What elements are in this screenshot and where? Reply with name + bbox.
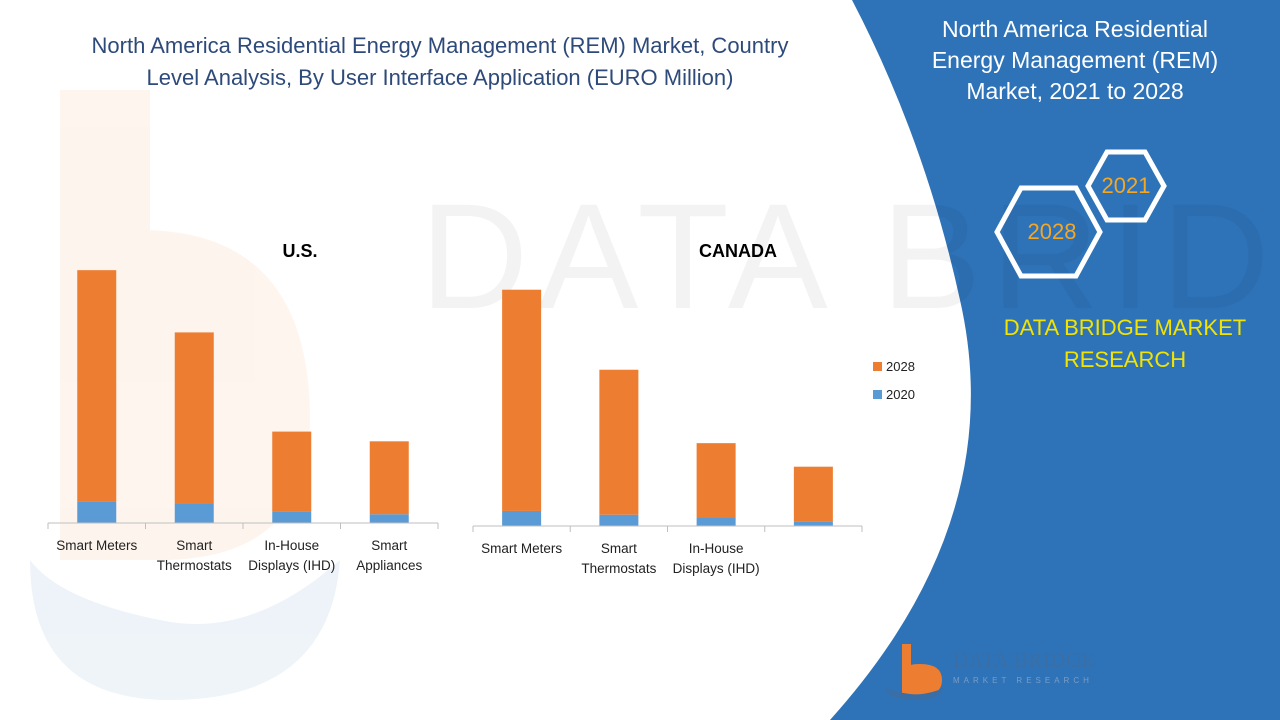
tick-label-0-2-1: Displays (IHD) xyxy=(248,558,335,573)
tick-label-1-2-1: Displays (IHD) xyxy=(673,561,760,576)
charts: U.S. Smart Meters Smart Thermostats In-House… xyxy=(0,0,1280,720)
tick-label-1-0-0: Smart Meters xyxy=(481,541,562,556)
bar-2020-0-1 xyxy=(175,504,214,523)
legend: 2028 2020 xyxy=(873,359,915,402)
bar-2020-1-1 xyxy=(599,515,638,526)
tick-label-1-2-0: In-House xyxy=(689,541,744,556)
bar-2020-1-0 xyxy=(502,511,541,526)
bar-2028-0-3 xyxy=(370,441,409,514)
bar-2020-1-3 xyxy=(794,521,833,526)
bar-2020-0-3 xyxy=(370,514,409,523)
bar-2020-0-0 xyxy=(77,502,116,523)
bar-2028-0-1 xyxy=(175,332,214,503)
tick-label-0-1-1: Thermostats xyxy=(157,558,232,573)
bar-2028-0-0 xyxy=(77,270,116,501)
chart-1: CANADA Smart Meters Smart Thermostats In-Hou… xyxy=(473,241,862,576)
bar-2028-1-3 xyxy=(794,467,833,522)
chart-title-0: U.S. xyxy=(282,241,317,261)
tick-label-0-1-0: Smart xyxy=(176,538,212,553)
tick-label-0-3-0: Smart xyxy=(371,538,407,553)
tick-label-0-2-0: In-House xyxy=(264,538,319,553)
legend-swatch-2028 xyxy=(873,362,882,371)
bar-2028-1-2 xyxy=(697,443,736,517)
chart-0: U.S. Smart Meters Smart Thermostats In-House… xyxy=(48,241,438,573)
bar-2028-1-1 xyxy=(599,370,638,515)
chart-title-1: CANADA xyxy=(699,241,777,261)
tick-label-0-0-0: Smart Meters xyxy=(56,538,137,553)
bar-2028-1-0 xyxy=(502,290,541,511)
tick-label-1-1-0: Smart xyxy=(601,541,637,556)
bar-2020-1-2 xyxy=(697,518,736,526)
bar-2020-0-2 xyxy=(272,511,311,523)
legend-label-2020: 2020 xyxy=(886,387,915,402)
legend-swatch-2020 xyxy=(873,390,882,399)
legend-label-2028: 2028 xyxy=(886,359,915,374)
bar-2028-0-2 xyxy=(272,432,311,512)
tick-label-0-3-1: Appliances xyxy=(356,558,422,573)
tick-label-1-1-1: Thermostats xyxy=(581,561,656,576)
